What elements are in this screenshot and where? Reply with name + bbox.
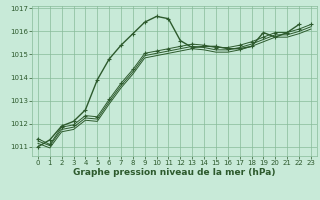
X-axis label: Graphe pression niveau de la mer (hPa): Graphe pression niveau de la mer (hPa): [73, 168, 276, 177]
